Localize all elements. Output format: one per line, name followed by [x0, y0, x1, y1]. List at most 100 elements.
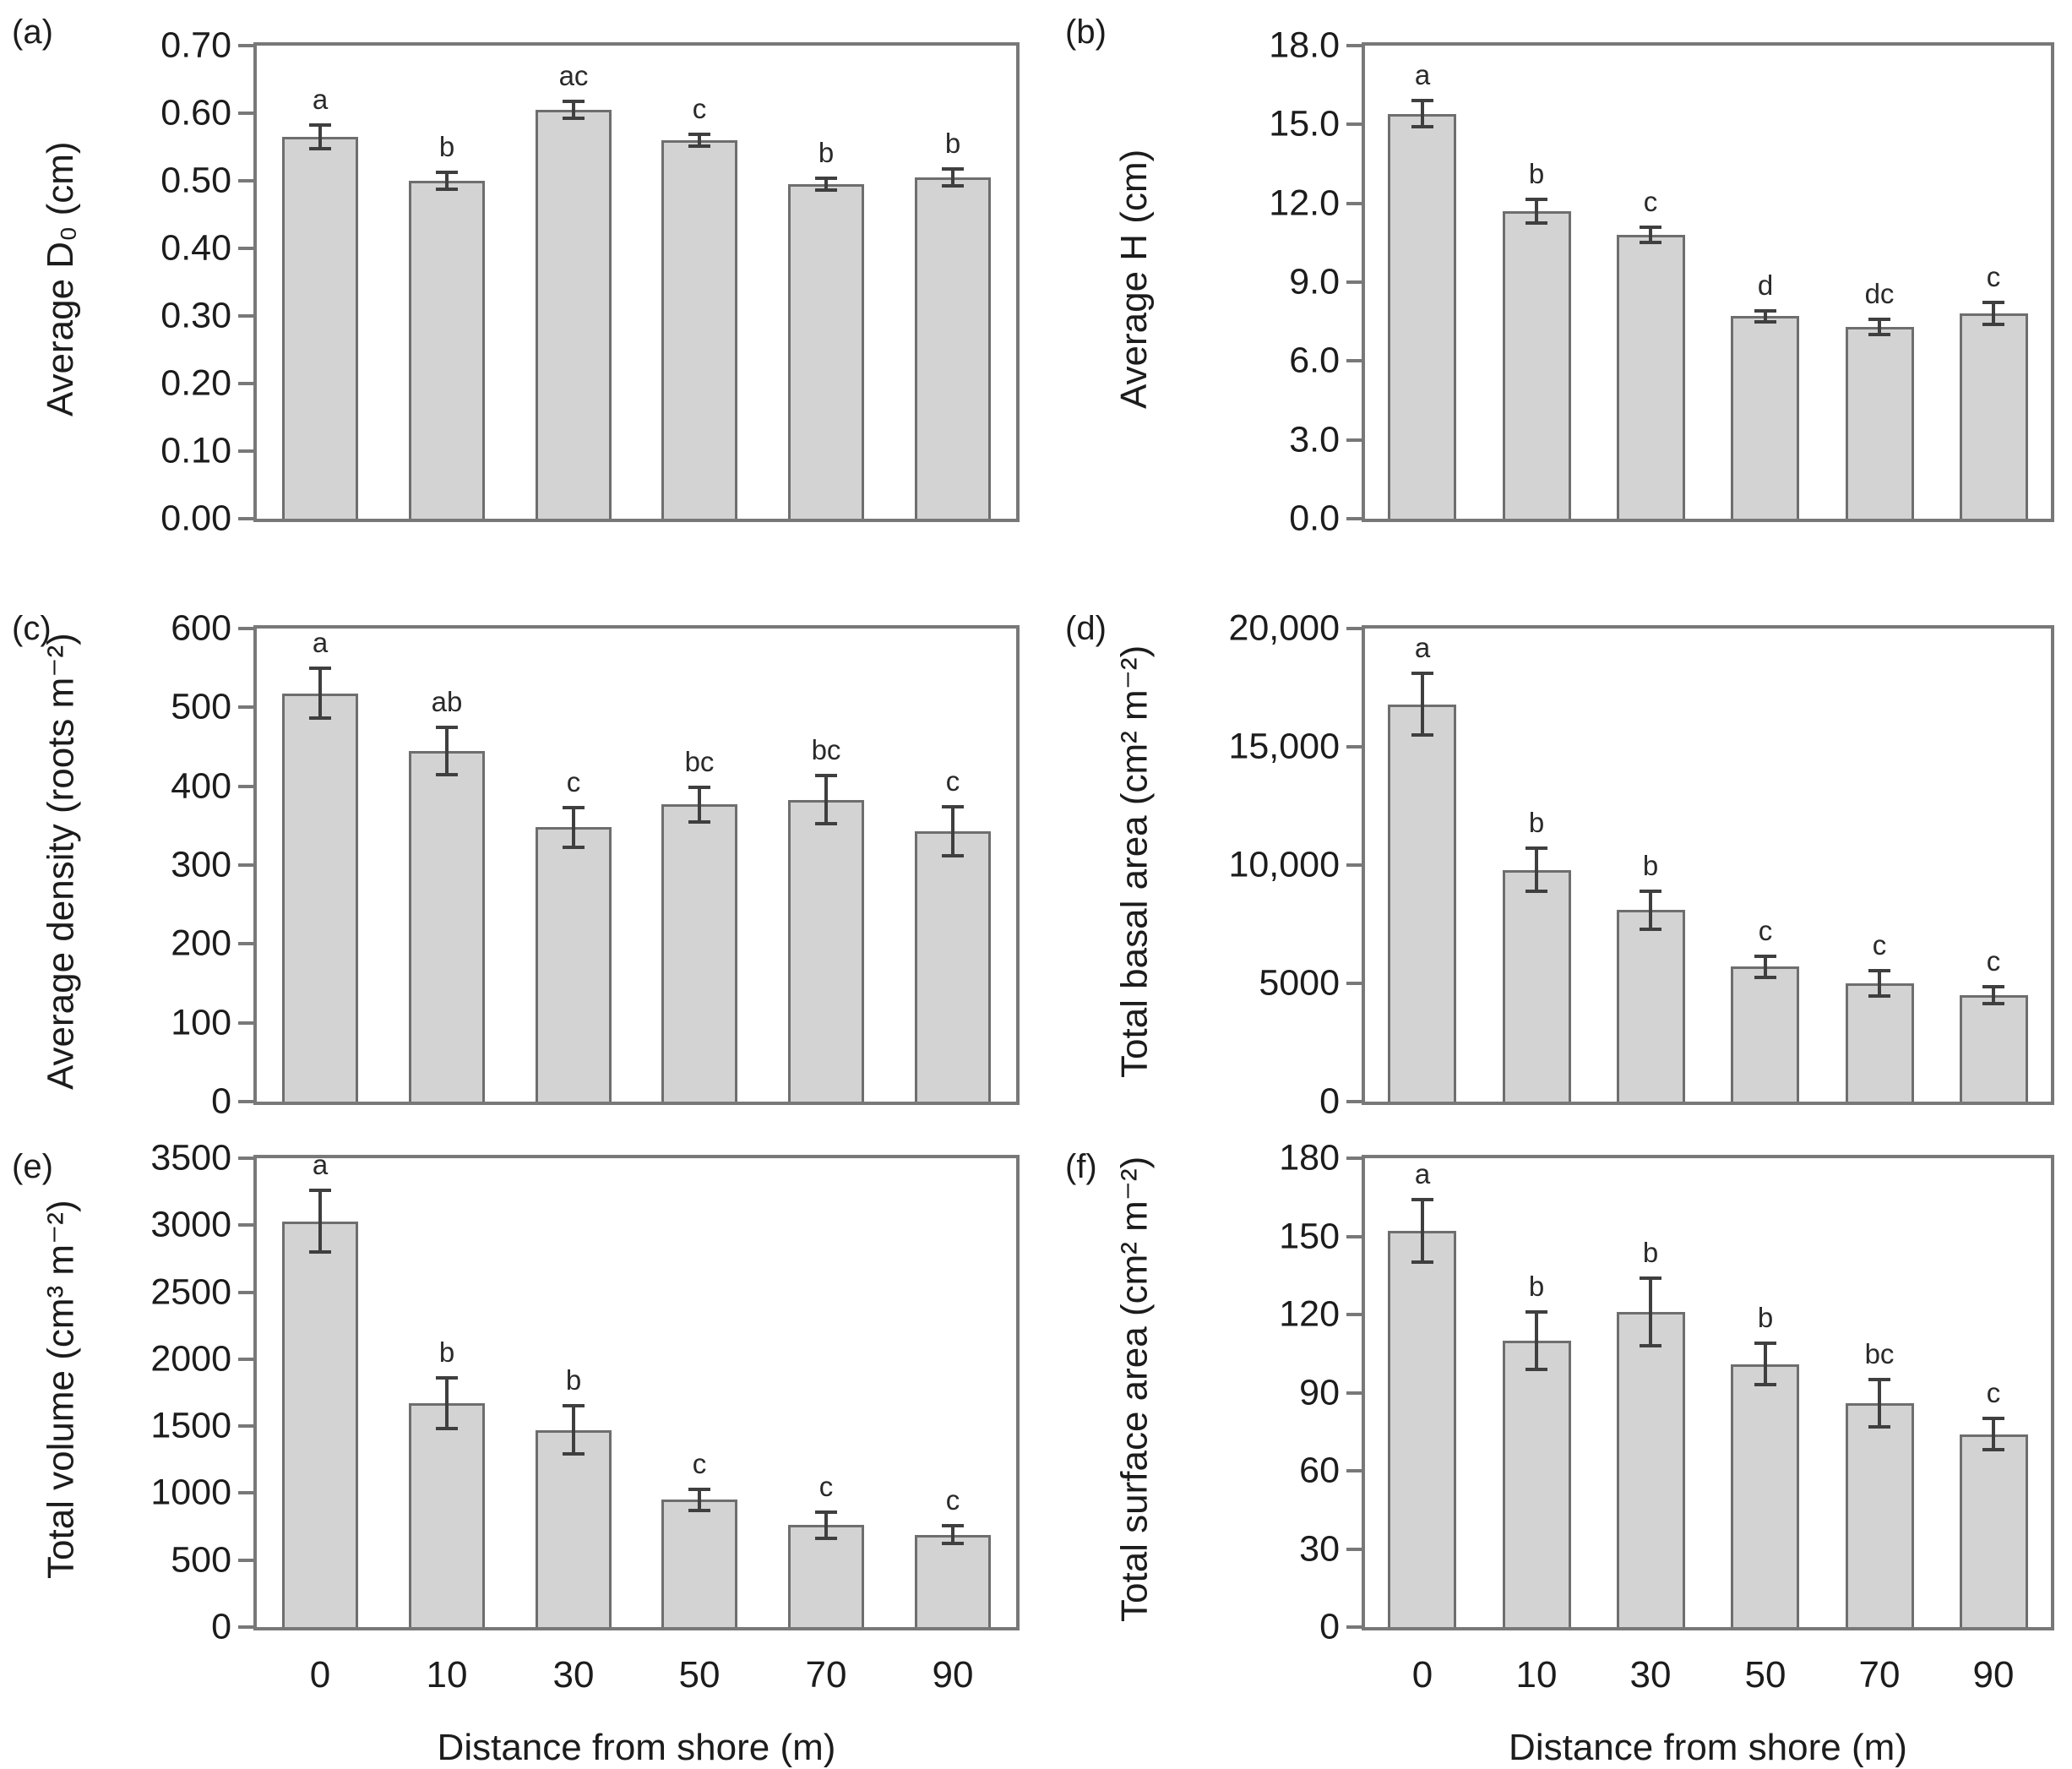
error-bar-cap-top: [1525, 1310, 1547, 1314]
y-tick-mark: [1346, 438, 1362, 442]
x-tick-label: 30: [552, 1654, 595, 1696]
significance-letter: c: [566, 766, 581, 797]
error-bar: [1764, 956, 1767, 977]
y-tick-label: 0.10: [160, 430, 231, 471]
significance-letter: c: [1986, 945, 2001, 977]
plot-area-b: 18.0 15.0 12.0 9.0 6.0 3.0 0.0 a b c d dc c: [1269, 25, 2054, 539]
bar: [1731, 966, 1799, 1102]
y-axis-title-b: Average H (cm): [1113, 149, 1155, 409]
y-tick-mark: [1346, 1100, 1362, 1103]
error-bar: [698, 787, 701, 822]
error-bar-cap-bottom: [1754, 320, 1776, 324]
error-bar-cap-bottom: [1754, 976, 1776, 979]
error-bar: [1535, 849, 1538, 891]
bar: [915, 1535, 991, 1627]
significance-letter: a: [1414, 59, 1431, 90]
error-bar: [318, 1190, 322, 1252]
error-bar-cap-bottom: [1868, 1425, 1890, 1429]
panel-f: (f) Total surface area (cm² m⁻²) 180 150 1…: [1036, 1136, 2072, 1768]
error-bar-cap-bottom: [942, 854, 964, 857]
y-tick-mark: [238, 705, 253, 710]
y-tick-label: 0.20: [160, 362, 231, 404]
x-axis-title: Distance from shore (m): [437, 1727, 836, 1768]
y-axis-title-f: Total surface area (cm² m⁻²): [1113, 1156, 1156, 1623]
significance-letter: bc: [684, 746, 715, 777]
error-bar-cap-top: [815, 1510, 837, 1514]
error-bar: [698, 1489, 701, 1510]
panel-letter-f: (f): [1065, 1148, 1097, 1185]
significance-letter: c: [692, 1448, 707, 1479]
y-tick-label: 2000: [150, 1338, 231, 1380]
plot-area-e: 3500 3000 2500 2000 1500 1000 500 0 a 0 b 10 b 30 c 50 c…: [150, 1138, 1020, 1768]
error-bar-cap-top: [1640, 1276, 1661, 1280]
error-bar-cap-bottom: [436, 188, 458, 191]
bar: [788, 1525, 864, 1627]
error-bar: [1421, 1200, 1424, 1262]
y-tick-label: 6.0: [1289, 340, 1340, 381]
error-bar-cap-top: [1640, 226, 1661, 229]
y-tick-mark: [1346, 280, 1362, 284]
significance-letter: b: [944, 128, 961, 159]
y-tick-mark: [238, 112, 253, 115]
error-bar: [698, 134, 701, 146]
error-bar-cap-top: [1525, 846, 1547, 850]
error-bar: [1535, 199, 1538, 223]
error-bar-cap-top: [563, 806, 585, 809]
y-tick-mark: [1346, 1157, 1362, 1160]
bar: [1388, 1231, 1456, 1627]
bar: [661, 140, 737, 519]
y-axis-title-e: Total volume (cm³ m⁻²): [40, 1200, 82, 1579]
y-tick-label: 1500: [150, 1405, 231, 1446]
bar: [788, 800, 864, 1102]
error-bar: [1649, 891, 1652, 929]
error-bar: [824, 775, 828, 824]
y-tick-label: 0: [211, 1606, 231, 1647]
error-bar: [318, 124, 322, 149]
y-tick-mark: [238, 863, 253, 867]
y-tick-mark: [1346, 1625, 1362, 1629]
error-bar-cap-top: [1754, 955, 1776, 958]
error-bar-cap-top: [815, 177, 837, 180]
significance-letter: a: [312, 1149, 329, 1180]
x-tick-label: 70: [1858, 1654, 1901, 1696]
y-tick-mark: [1346, 517, 1362, 520]
error-bar-cap-top: [1525, 198, 1547, 201]
error-bar-cap-bottom: [688, 1509, 710, 1512]
y-tick-label: 0: [1319, 1606, 1340, 1647]
error-bar-cap-top: [563, 100, 585, 103]
significance-letter: b: [1528, 158, 1545, 189]
y-tick-label: 500: [171, 686, 231, 727]
y-tick-mark: [238, 1290, 253, 1294]
y-tick-label: 20,000: [1228, 607, 1340, 649]
y-tick-label: 5000: [1259, 962, 1340, 1004]
error-bar-cap-top: [1754, 1342, 1776, 1345]
significance-letter: c: [945, 1484, 960, 1516]
y-tick-mark: [1346, 1313, 1362, 1316]
y-tick-label: 1000: [150, 1472, 231, 1513]
error-bar-cap-bottom: [1982, 323, 2004, 326]
error-bar-cap-bottom: [815, 822, 837, 825]
error-bar: [1764, 312, 1767, 322]
error-bar-cap-bottom: [815, 188, 837, 192]
y-tick-label: 0: [1319, 1080, 1340, 1122]
error-bar: [1649, 1278, 1652, 1346]
y-tick-label: 18.0: [1269, 24, 1340, 66]
y-tick-mark: [1346, 863, 1362, 867]
error-bar-cap-top: [1868, 969, 1890, 972]
bar: [409, 1403, 485, 1627]
significance-letter: c: [1986, 1377, 2001, 1408]
bar: [1960, 995, 2028, 1102]
significance-letter: b: [818, 137, 835, 168]
bar: [1731, 316, 1799, 519]
bar: [282, 1222, 358, 1627]
bar: [915, 831, 991, 1102]
error-bar: [1992, 1418, 1995, 1450]
y-tick-label: 150: [1279, 1216, 1340, 1256]
y-tick-label: 0.0: [1289, 498, 1340, 539]
error-bar-cap-top: [1640, 890, 1661, 893]
y-tick-mark: [1346, 44, 1362, 47]
error-bar: [951, 1526, 954, 1543]
y-tick-mark: [238, 627, 253, 630]
error-bar-cap-top: [942, 805, 964, 808]
error-bar-cap-top: [1982, 985, 2004, 988]
